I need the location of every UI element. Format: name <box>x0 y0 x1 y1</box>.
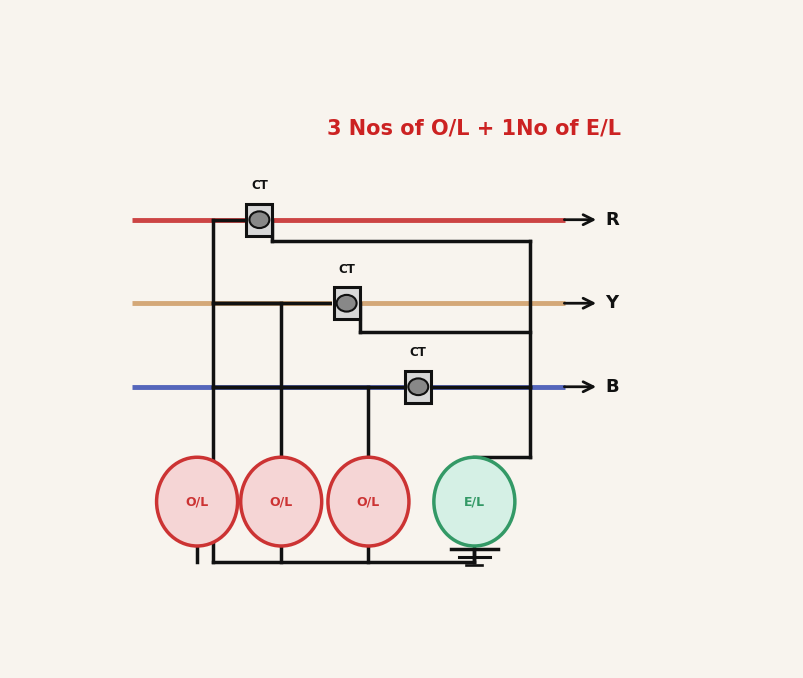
FancyBboxPatch shape <box>405 371 431 403</box>
Text: O/L: O/L <box>357 495 380 508</box>
Bar <box>332 286 361 321</box>
Text: O/L: O/L <box>185 495 209 508</box>
Text: Y: Y <box>605 294 618 313</box>
Ellipse shape <box>328 457 409 546</box>
Ellipse shape <box>240 457 321 546</box>
Ellipse shape <box>157 457 238 546</box>
Ellipse shape <box>434 457 514 546</box>
FancyBboxPatch shape <box>333 287 359 319</box>
Text: CT: CT <box>338 262 355 275</box>
Text: CT: CT <box>251 179 267 192</box>
Text: B: B <box>605 378 618 396</box>
Bar <box>403 370 432 404</box>
Circle shape <box>249 212 269 228</box>
Circle shape <box>336 295 357 312</box>
Bar <box>245 203 273 237</box>
Text: 3 Nos of O/L + 1No of E/L: 3 Nos of O/L + 1No of E/L <box>327 119 621 138</box>
FancyBboxPatch shape <box>246 203 272 236</box>
Text: O/L: O/L <box>269 495 292 508</box>
Text: E/L: E/L <box>463 495 484 508</box>
Text: R: R <box>605 211 618 228</box>
Text: CT: CT <box>410 346 426 359</box>
Circle shape <box>408 378 428 395</box>
